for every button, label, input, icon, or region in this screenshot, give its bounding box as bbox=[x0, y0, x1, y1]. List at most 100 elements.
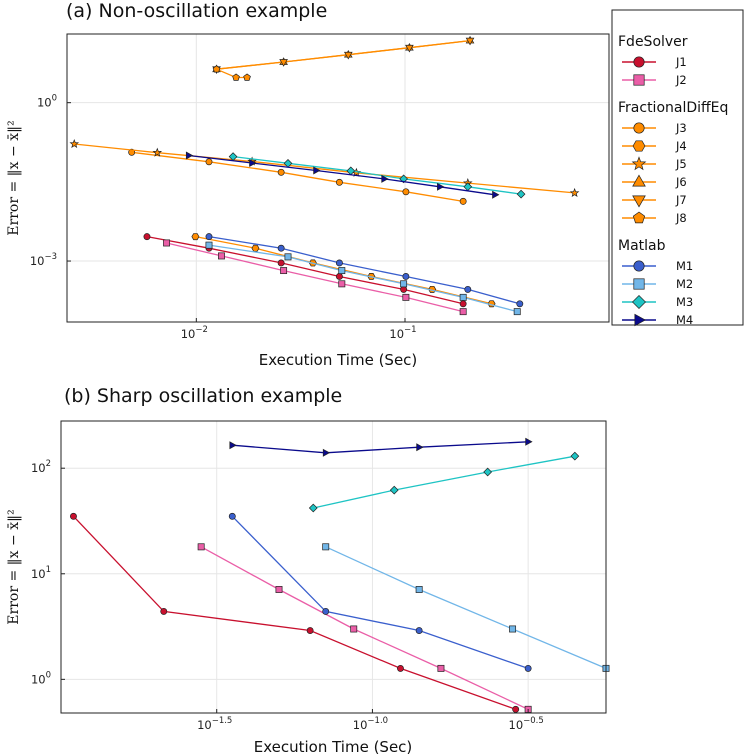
data-point-j2 bbox=[218, 252, 225, 260]
legend-entry-j8: J8 bbox=[622, 211, 687, 225]
series-j6 bbox=[212, 35, 475, 73]
legend-label: M4 bbox=[676, 313, 693, 327]
legend-label: J3 bbox=[675, 121, 687, 135]
data-point-m3 bbox=[516, 189, 526, 199]
data-point-m3 bbox=[463, 182, 473, 192]
panel-b-frame bbox=[60, 420, 607, 714]
legend-marker bbox=[632, 195, 646, 208]
legend-marker bbox=[632, 295, 646, 309]
data-point-j1 bbox=[459, 300, 467, 308]
panel-b-ticks: 10−1.5 10−1.0 10−0.5 100 101 102 bbox=[31, 459, 544, 732]
data-point-j8 bbox=[232, 73, 240, 81]
legend-marker bbox=[633, 56, 645, 68]
data-point-j2 bbox=[163, 239, 171, 247]
panel-a-frame bbox=[66, 33, 610, 323]
series-m3 bbox=[308, 451, 580, 513]
series-line-m1 bbox=[231, 515, 529, 670]
series-j3 bbox=[128, 148, 467, 205]
series-j1 bbox=[70, 512, 520, 713]
legend-group-title: FractionalDiffEq bbox=[618, 100, 728, 116]
panel-b-xlabel: Execution Time (Sec) bbox=[254, 738, 413, 756]
series-line-m4 bbox=[188, 154, 496, 196]
data-point-m3 bbox=[308, 503, 318, 513]
data-point-j3 bbox=[402, 188, 410, 196]
data-point-m2 bbox=[205, 241, 213, 249]
legend-label: J8 bbox=[675, 211, 687, 225]
series-line-j7 bbox=[216, 39, 471, 70]
data-point-m4 bbox=[322, 448, 331, 457]
legend-label: J4 bbox=[675, 139, 687, 153]
series-line-m2 bbox=[325, 546, 607, 669]
panel-a-ylabel: Error = ‖x − x̄‖² bbox=[6, 120, 22, 235]
series-m2 bbox=[205, 241, 521, 316]
data-point-m2 bbox=[459, 293, 467, 301]
legend-entry-m1: M1 bbox=[622, 259, 693, 273]
data-point-m2 bbox=[338, 267, 346, 275]
legend-marker bbox=[633, 74, 645, 86]
data-point-m2 bbox=[513, 308, 521, 316]
y-tick-label: 101 bbox=[31, 565, 51, 581]
panel-a: (a) Non-oscillation example 10−2 10−1 10−3… bbox=[6, 0, 610, 369]
legend-marker bbox=[632, 174, 646, 187]
data-point-j1 bbox=[335, 273, 343, 280]
data-point-j7 bbox=[279, 59, 288, 67]
data-point-m4 bbox=[313, 166, 321, 175]
legend-entry-m2: M2 bbox=[622, 277, 693, 291]
data-point-j1 bbox=[277, 259, 285, 267]
data-point-m1 bbox=[524, 664, 532, 672]
legend-marker bbox=[634, 313, 646, 327]
panel-a-ticks: 10−2 10−1 10−3 100 bbox=[30, 94, 417, 341]
data-point-m2 bbox=[322, 543, 330, 551]
legend-entry-j5: J5 bbox=[622, 156, 687, 171]
legend-entry-m3: M3 bbox=[622, 295, 693, 309]
legend-label: M1 bbox=[676, 259, 693, 273]
data-point-j8 bbox=[243, 73, 251, 81]
data-point-m4 bbox=[249, 158, 257, 167]
data-point-j7 bbox=[405, 44, 414, 53]
legend-entry-j7: J7 bbox=[622, 193, 687, 208]
legend-marker bbox=[632, 211, 646, 224]
panel-b-series bbox=[70, 437, 610, 713]
data-point-m4 bbox=[185, 151, 194, 160]
series-line-j2 bbox=[166, 242, 464, 313]
data-point-j3 bbox=[459, 197, 467, 205]
data-point-j7 bbox=[343, 51, 353, 60]
series-j8 bbox=[212, 65, 251, 81]
legend-label: J1 bbox=[675, 55, 687, 69]
series-m1 bbox=[228, 512, 532, 672]
series-j7 bbox=[212, 37, 475, 74]
series-line-j3 bbox=[131, 151, 464, 203]
series-line-m2 bbox=[208, 244, 518, 313]
data-point-m3 bbox=[389, 485, 399, 495]
data-point-j4 bbox=[251, 244, 260, 252]
data-point-j3 bbox=[205, 158, 213, 166]
data-point-m1 bbox=[277, 244, 285, 252]
data-point-j3 bbox=[277, 168, 285, 176]
legend-entry-j1: J1 bbox=[622, 55, 687, 69]
series-j1 bbox=[143, 233, 467, 308]
panel-b-title: (b) Sharp oscillation example bbox=[64, 385, 342, 407]
series-j2 bbox=[197, 543, 532, 713]
panel-b: (b) Sharp oscillation example 10−1.5 10−1… bbox=[6, 385, 610, 756]
data-point-m1 bbox=[464, 285, 472, 293]
x-tick-label: 10−1 bbox=[389, 325, 416, 341]
series-line-m3 bbox=[313, 455, 576, 509]
data-point-m2 bbox=[284, 253, 292, 261]
data-point-j2 bbox=[338, 280, 346, 288]
series-m2 bbox=[322, 543, 610, 672]
data-point-m1 bbox=[322, 607, 330, 615]
data-point-j1 bbox=[397, 664, 404, 672]
data-point-j5 bbox=[569, 187, 580, 197]
data-point-m3 bbox=[483, 467, 493, 477]
data-point-j2 bbox=[350, 625, 358, 633]
data-point-j5 bbox=[69, 138, 80, 149]
panel-a-series bbox=[69, 35, 580, 316]
legend: FdeSolver J1 J2 FractionalDiffEq J3 J4 J5 J6 J7 J… bbox=[611, 9, 744, 327]
data-point-m4 bbox=[437, 182, 445, 191]
series-line-m3 bbox=[233, 155, 522, 195]
legend-entry-m4: M4 bbox=[622, 313, 693, 327]
data-point-m2 bbox=[400, 280, 408, 288]
legend-label: J6 bbox=[675, 175, 687, 189]
data-point-m2 bbox=[415, 586, 423, 593]
series-m3 bbox=[228, 152, 526, 199]
